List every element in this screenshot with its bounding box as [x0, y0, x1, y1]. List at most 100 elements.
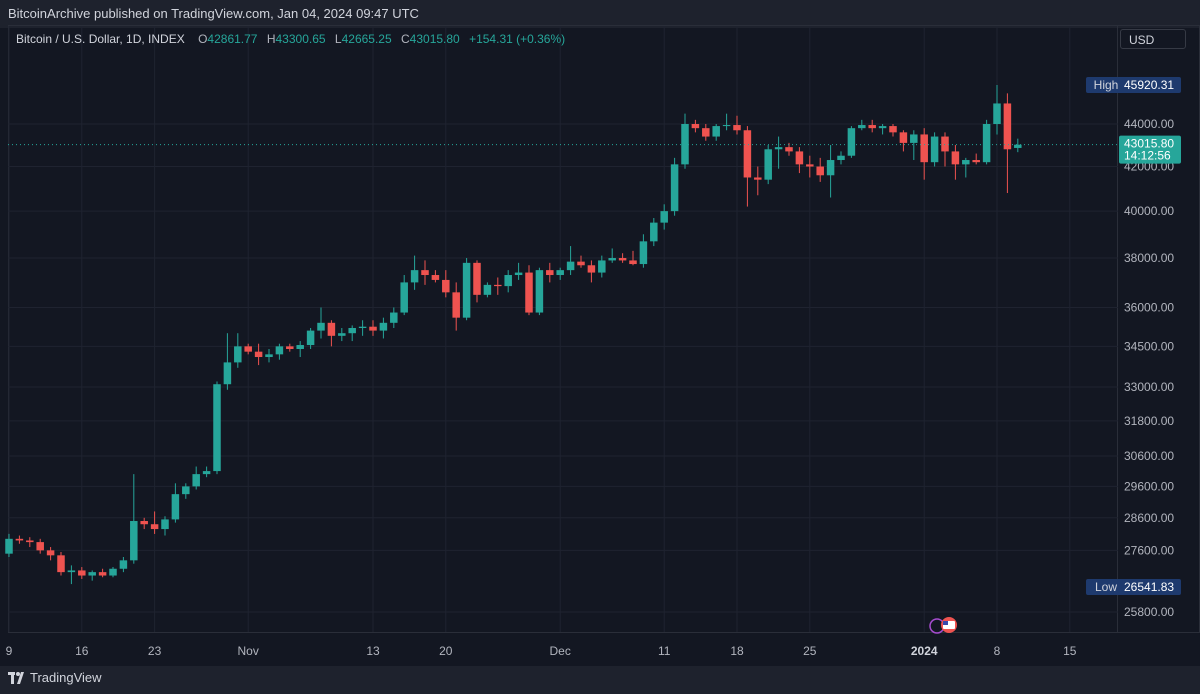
candle-body[interactable]: [712, 126, 720, 137]
candle-body[interactable]: [192, 474, 200, 487]
candle-body[interactable]: [410, 270, 419, 283]
candle-body[interactable]: [722, 125, 731, 127]
candle-body[interactable]: [57, 555, 65, 573]
candle-body[interactable]: [223, 362, 232, 385]
candle-body[interactable]: [390, 312, 398, 323]
candle-body[interactable]: [150, 524, 159, 530]
candle-body[interactable]: [483, 284, 492, 295]
candle-body[interactable]: [754, 177, 762, 180]
candle-body[interactable]: [1014, 144, 1022, 148]
candle-body[interactable]: [743, 130, 752, 178]
candle-body[interactable]: [473, 262, 481, 295]
candle-body[interactable]: [837, 155, 845, 161]
candle-body[interactable]: [774, 147, 783, 150]
candle-body[interactable]: [88, 572, 96, 576]
candle-body[interactable]: [660, 211, 668, 223]
candle-body[interactable]: [650, 222, 658, 242]
candle-body[interactable]: [514, 272, 523, 276]
candle-body[interactable]: [379, 322, 388, 331]
candle-body[interactable]: [556, 270, 564, 276]
candle-body[interactable]: [244, 346, 252, 352]
candle-body[interactable]: [806, 164, 814, 167]
candle-body[interactable]: [930, 136, 939, 163]
candle-body[interactable]: [816, 166, 824, 176]
candle-body[interactable]: [847, 128, 856, 156]
candle-body[interactable]: [670, 164, 679, 212]
candle-body[interactable]: [639, 241, 648, 265]
candle-body[interactable]: [691, 124, 700, 129]
candle-body[interactable]: [275, 346, 284, 355]
currency-selector[interactable]: USD: [1120, 29, 1186, 49]
candle-body[interactable]: [920, 134, 928, 163]
candle-body[interactable]: [785, 147, 793, 152]
candle-body[interactable]: [951, 151, 960, 165]
candle-body[interactable]: [826, 160, 835, 176]
candle-body[interactable]: [213, 384, 221, 472]
candle-body[interactable]: [369, 326, 377, 331]
candle-body[interactable]: [546, 270, 554, 276]
candle-body[interactable]: [535, 270, 544, 313]
candle-body[interactable]: [878, 126, 887, 129]
candle-body[interactable]: [5, 538, 13, 554]
candle-body[interactable]: [868, 125, 876, 129]
candle-body[interactable]: [130, 521, 138, 561]
candle-body[interactable]: [140, 521, 148, 525]
candle-body[interactable]: [598, 260, 606, 273]
candle-body[interactable]: [327, 322, 336, 336]
candle-body[interactable]: [182, 486, 190, 495]
candle-body[interactable]: [1003, 103, 1012, 150]
candle-body[interactable]: [78, 570, 86, 576]
candle-body[interactable]: [566, 261, 575, 271]
candle-body[interactable]: [525, 272, 533, 313]
candle-body[interactable]: [993, 103, 1001, 124]
candle-body[interactable]: [452, 292, 460, 318]
candle-body[interactable]: [972, 160, 980, 163]
candle-body[interactable]: [462, 262, 471, 318]
candle-body[interactable]: [358, 326, 367, 328]
candle-body[interactable]: [296, 345, 304, 350]
candle-body[interactable]: [254, 351, 263, 358]
candle-body[interactable]: [795, 151, 804, 165]
candle-body[interactable]: [702, 128, 710, 137]
tradingview-logo[interactable]: TradingView: [8, 670, 102, 685]
candle-body[interactable]: [348, 327, 356, 334]
candle-body[interactable]: [161, 519, 169, 530]
candle-body[interactable]: [733, 125, 741, 131]
candle-body[interactable]: [265, 354, 273, 358]
candle-body[interactable]: [889, 126, 897, 133]
candle-body[interactable]: [234, 346, 242, 363]
candle-body[interactable]: [494, 284, 502, 287]
candle-body[interactable]: [171, 494, 180, 520]
candle-body[interactable]: [109, 568, 117, 576]
candle-body[interactable]: [338, 333, 346, 336]
candle-body[interactable]: [317, 322, 325, 331]
candle-body[interactable]: [400, 282, 408, 313]
candle-body[interactable]: [119, 560, 128, 569]
candle-body[interactable]: [26, 540, 34, 543]
candle-body[interactable]: [36, 542, 44, 551]
candle-body[interactable]: [681, 124, 689, 165]
candle-body[interactable]: [421, 270, 429, 276]
candle-body[interactable]: [608, 258, 616, 261]
candle-body[interactable]: [202, 471, 211, 475]
candle-body[interactable]: [67, 570, 76, 573]
candle-body[interactable]: [858, 125, 866, 129]
candle-body[interactable]: [962, 160, 970, 165]
candle-body[interactable]: [764, 149, 772, 180]
candle-body[interactable]: [46, 550, 55, 556]
candle-body[interactable]: [431, 275, 440, 280]
candle-body[interactable]: [910, 134, 918, 143]
candle-body[interactable]: [504, 275, 512, 287]
candle-body[interactable]: [442, 279, 450, 293]
candle-body[interactable]: [899, 132, 908, 143]
candle-body[interactable]: [587, 265, 596, 273]
candle-body[interactable]: [286, 346, 294, 350]
candle-body[interactable]: [982, 124, 991, 163]
candle-body[interactable]: [306, 330, 315, 346]
candle-body[interactable]: [941, 136, 949, 152]
candle-body[interactable]: [577, 261, 585, 266]
candle-body[interactable]: [629, 260, 637, 265]
candle-body[interactable]: [98, 572, 107, 576]
candle-body[interactable]: [15, 538, 24, 541]
